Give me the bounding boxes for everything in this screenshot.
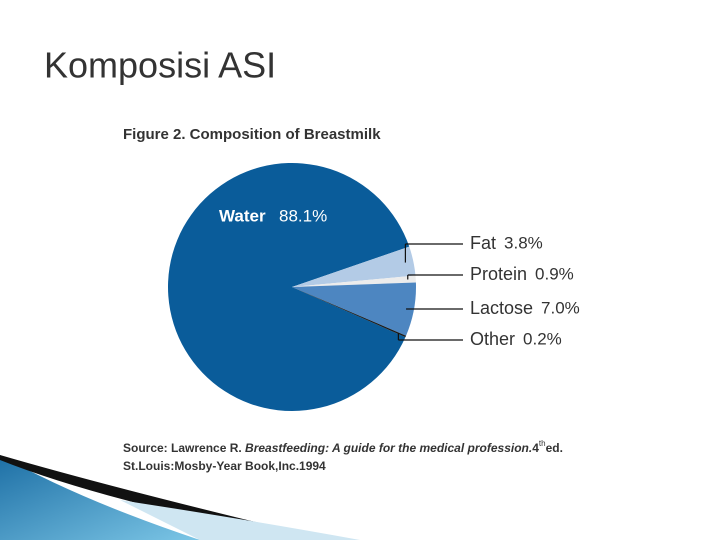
pie [168,163,416,412]
source-book: Breastfeeding: A guide for the medical p… [245,441,532,455]
legend-label: Other [470,329,515,349]
source-edition-suffix: th [539,439,546,448]
pie-slice [292,275,416,287]
source-line-1: Source: Lawrence R. Breastfeeding: A gui… [123,439,563,455]
decor-light [120,500,360,540]
source-line-2: St.Louis:Mosby-Year Book,Inc.1994 [123,459,326,473]
pie-slice [292,287,407,338]
slice-value-label: 0.9% [535,264,574,283]
slice-value-label: 0.2% [523,329,562,348]
pie-slice [292,246,416,287]
slice-value-label: 7.0% [541,298,580,317]
legend-label: Protein [470,264,527,284]
slice-value-label: 88.1% [279,206,327,225]
pie-slice [292,282,416,336]
decor-swoosh [0,455,200,540]
legend-label: Fat [470,233,496,253]
source-edition: 4 [532,441,539,455]
source-prefix: Source: Lawrence R. [123,441,245,455]
pie-slice [168,163,410,412]
slide-title: Komposisi ASI [44,45,276,86]
source-ed: ed. [546,441,563,455]
slice-value-label: 3.8% [504,233,543,252]
legend-label: Lactose [470,298,533,318]
chart-title: Figure 2. Composition of Breastmilk [123,126,381,143]
slice-label: Water [219,206,266,225]
